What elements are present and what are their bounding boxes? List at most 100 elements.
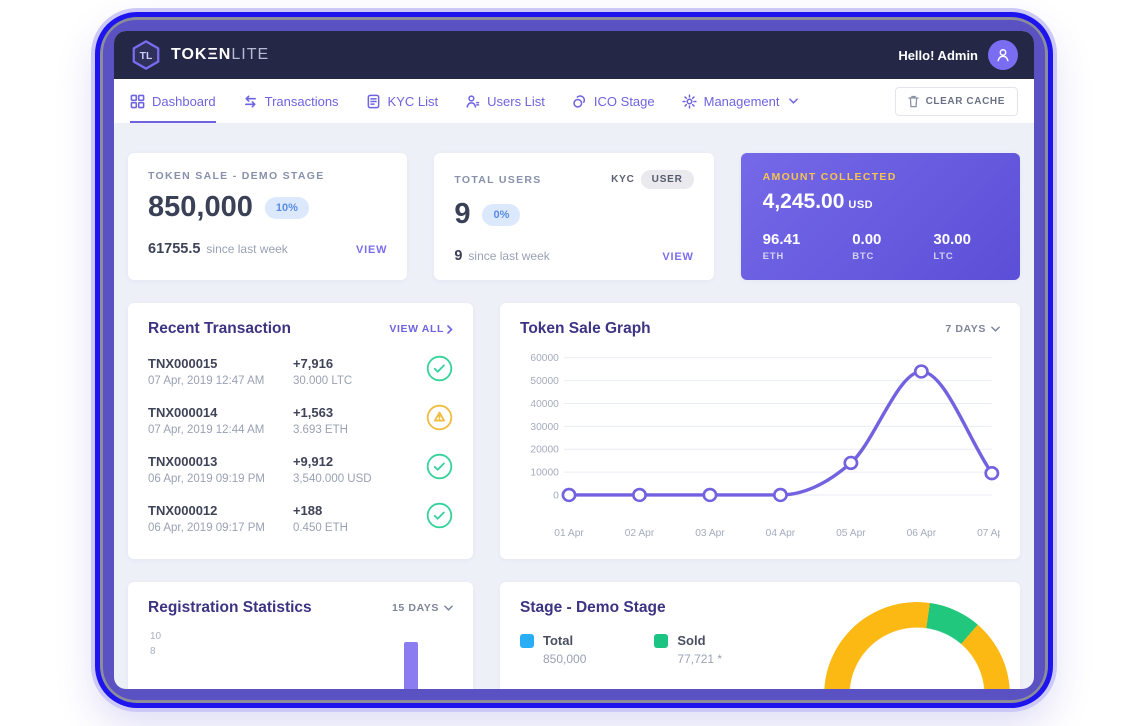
- nav-label: Users List: [487, 93, 545, 109]
- svg-text:TL: TL: [140, 51, 153, 62]
- svg-text:40000: 40000: [530, 399, 559, 410]
- donut-legend: Total 850,000 Sold 77,721 *: [520, 633, 1000, 666]
- nav-label: Dashboard: [152, 93, 216, 109]
- svg-text:03 Apr: 03 Apr: [695, 528, 725, 539]
- panel-title: Token Sale Graph: [520, 320, 651, 337]
- brand-wordmark: TOKΞNLITE: [171, 46, 270, 63]
- check-circle-icon: [426, 355, 453, 382]
- user-avatar[interactable]: [988, 40, 1018, 70]
- transaction-row[interactable]: TNX000015 07 Apr, 2019 12:47 AM +7,916 30.…: [148, 355, 453, 387]
- dashboard-app: TL TOKΞNLITE Hello! Admin Dashboard Tran…: [114, 31, 1034, 689]
- bar-chart: 10 8: [148, 631, 453, 689]
- panel-title: Stage - Demo Stage: [520, 599, 666, 616]
- nav-item-transactions[interactable]: Transactions: [243, 79, 339, 123]
- token-sale-value: 850,000: [148, 191, 253, 223]
- nav-label: Management: [703, 93, 780, 109]
- svg-text:04 Apr: 04 Apr: [766, 528, 796, 539]
- token-sale-card: TOKEN SALE - DEMO STAGE 850,000 10% 6175…: [128, 153, 408, 280]
- amount-collected-value: 4,245.00 USD: [762, 190, 874, 213]
- nav-label: Transactions: [264, 93, 339, 109]
- svg-text:02 Apr: 02 Apr: [625, 528, 655, 539]
- total-users-view-link[interactable]: VIEW: [662, 251, 694, 263]
- amount-currency: USD: [848, 199, 874, 211]
- top-bar: TL TOKΞNLITE Hello! Admin: [114, 31, 1034, 79]
- y-tick: 8: [150, 646, 156, 657]
- delta-caption: since last week: [206, 242, 288, 256]
- nav-item-users-list[interactable]: Users List: [465, 79, 545, 123]
- y-tick: 10: [150, 631, 162, 642]
- document-list-icon: [366, 94, 381, 109]
- amount-breakdown: 96.41 ETH 0.00 BTC 30.00 LTC: [763, 231, 998, 262]
- period-dropdown-15days[interactable]: 15 DAYS: [392, 602, 453, 614]
- brand-logo[interactable]: TL TOKΞNLITE: [130, 39, 269, 71]
- check-circle-icon: [426, 502, 453, 529]
- coins-icon: [572, 94, 587, 109]
- svg-text:07 Apr: 07 Apr: [977, 528, 1000, 539]
- svg-text:50000: 50000: [530, 376, 559, 387]
- amount-ltc: 30.00 LTC: [933, 231, 971, 262]
- warning-circle-icon: [426, 404, 453, 431]
- user-icon: [465, 94, 480, 109]
- clear-cache-label: CLEAR CACHE: [925, 95, 1005, 107]
- period-dropdown-7days[interactable]: 7 DAYS: [945, 323, 1000, 335]
- token-sale-graph-panel: Token Sale Graph 7 DAYS 0 10000 20000 30000…: [500, 303, 1020, 559]
- device-frame: TL TOKΞNLITE Hello! Admin Dashboard Tran…: [95, 12, 1053, 708]
- svg-text:60000: 60000: [530, 353, 559, 364]
- token-sale-view-link[interactable]: VIEW: [356, 244, 388, 256]
- frame-ring-gray: TL TOKΞNLITE Hello! Admin Dashboard Tran…: [100, 17, 1048, 703]
- trash-icon: [907, 95, 919, 108]
- svg-text:01 Apr: 01 Apr: [554, 528, 584, 539]
- nav-label: KYC List: [387, 93, 439, 109]
- transaction-row[interactable]: TNX000012 06 Apr, 2019 09:17 PM +188 0.450…: [148, 502, 453, 534]
- dashboard-content: TOKEN SALE - DEMO STAGE 850,000 10% 6175…: [114, 123, 1034, 689]
- bottom-row: Registration Statistics 15 DAYS 10 8: [128, 582, 1020, 689]
- line-chart: 0 10000 20000 30000 40000 50000 60000 01 Apr 02 …: [520, 346, 1000, 542]
- legend-swatch-total: [520, 634, 534, 648]
- svg-text:06 Apr: 06 Apr: [907, 528, 937, 539]
- transaction-row[interactable]: TNX000014 07 Apr, 2019 12:44 AM +1,563 3.6…: [148, 404, 453, 436]
- registration-statistics-panel: Registration Statistics 15 DAYS 10 8: [128, 582, 473, 689]
- nav-item-ico-stage[interactable]: ICO Stage: [572, 79, 655, 123]
- token-sale-delta: 61755.5: [148, 241, 201, 257]
- view-all-link[interactable]: VIEW ALL: [389, 323, 453, 335]
- stat-cards-row: TOKEN SALE - DEMO STAGE 850,000 10% 6175…: [128, 153, 1020, 280]
- chevron-down-icon: [788, 98, 798, 104]
- card-title: TOTAL USERS: [454, 173, 542, 186]
- legend-swatch-sold: [654, 634, 669, 648]
- legend-sold: Sold 77,721 *: [654, 633, 722, 666]
- svg-text:30000: 30000: [530, 422, 559, 433]
- amount-btc: 0.00 BTC: [852, 231, 882, 262]
- total-users-card: TOTAL USERS KYC USER 9 0% 9 since last w…: [434, 153, 714, 280]
- card-title: AMOUNT COLLECTED: [762, 171, 897, 183]
- recent-transactions-panel: Recent Transaction VIEW ALL TNX000015 07 …: [128, 303, 473, 559]
- svg-text:10000: 10000: [530, 468, 559, 479]
- svg-text:0: 0: [553, 491, 559, 502]
- amount-eth: 96.41 ETH: [762, 231, 801, 262]
- clear-cache-button[interactable]: CLEAR CACHE: [894, 86, 1018, 116]
- frame-ring-purple: TL TOKΞNLITE Hello! Admin Dashboard Tran…: [103, 20, 1045, 700]
- grid-icon: [130, 94, 145, 109]
- bar: [404, 641, 419, 689]
- exchange-arrows-icon: [243, 94, 258, 109]
- chevron-right-icon: [447, 324, 453, 334]
- delta-caption: since last week: [468, 249, 550, 263]
- nav-label: ICO Stage: [593, 93, 655, 109]
- legend-total: Total 850,000: [520, 633, 586, 666]
- total-users-value: 9: [454, 198, 471, 230]
- nav-item-kyc-list[interactable]: KYC List: [366, 79, 439, 123]
- greeting-text: Hello! Admin: [898, 47, 978, 63]
- middle-row: Recent Transaction VIEW ALL TNX000015 07 …: [128, 303, 1020, 559]
- toggle-user[interactable]: USER: [640, 170, 694, 189]
- person-icon: [997, 49, 1009, 62]
- svg-text:20000: 20000: [530, 445, 559, 456]
- token-sale-percent-badge: 10%: [264, 196, 309, 219]
- nav-item-dashboard[interactable]: Dashboard: [130, 79, 216, 123]
- toggle-kyc[interactable]: KYC: [611, 174, 635, 185]
- card-title: TOKEN SALE - DEMO STAGE: [148, 170, 325, 182]
- total-users-percent-badge: 0%: [482, 203, 521, 226]
- nav-item-management[interactable]: Management: [682, 79, 798, 123]
- kyc-user-toggle: KYC USER: [611, 170, 694, 189]
- panel-title: Recent Transaction: [148, 320, 291, 337]
- transaction-row[interactable]: TNX000013 06 Apr, 2019 09:19 PM +9,912 3,5…: [148, 453, 453, 485]
- panel-title: Registration Statistics: [148, 599, 312, 616]
